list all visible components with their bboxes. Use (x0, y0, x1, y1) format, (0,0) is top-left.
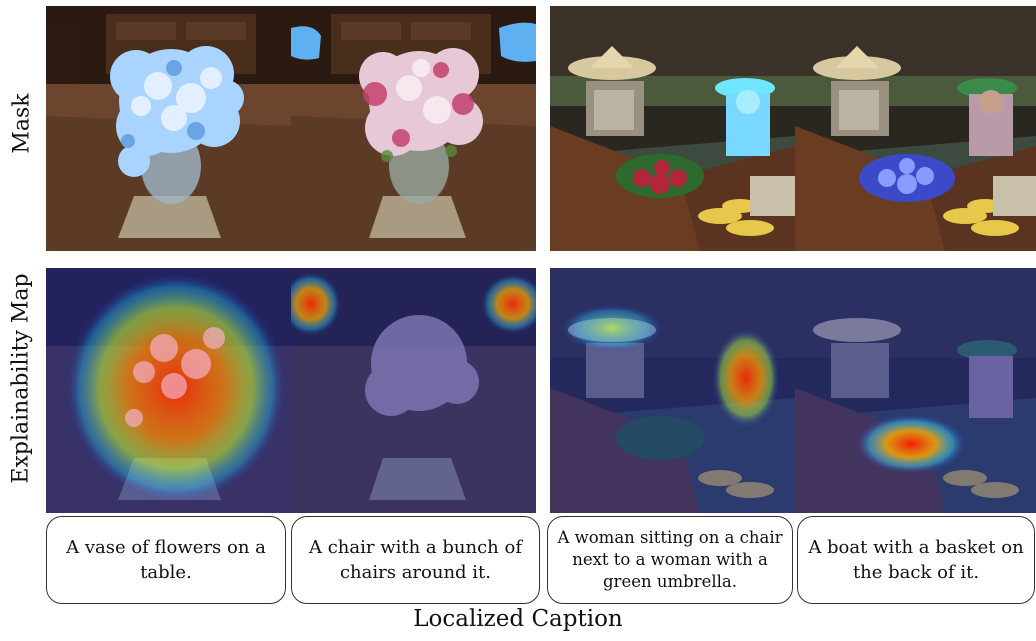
explainability-map-chair (291, 268, 536, 513)
caption-box-2: A chair with a bunch of chairs around it… (291, 516, 540, 604)
mask-image-boat-basket (795, 6, 1036, 251)
row-label-explainability-map: Explainability Map (8, 273, 34, 484)
mask-image-woman (550, 6, 795, 251)
caption-text-4: A boat with a basket on the back of it. (808, 536, 1024, 583)
caption-box-1: A vase of flowers on a table. (46, 516, 286, 604)
mask-image-chair (291, 6, 536, 251)
explainability-map-vase (46, 268, 291, 513)
caption-text-2: A chair with a bunch of chairs around it… (309, 536, 522, 583)
mask-image-vase (46, 6, 291, 251)
explainability-map-woman (550, 268, 795, 513)
explainability-map-boat-basket (795, 268, 1036, 513)
caption-box-3: A woman sitting on a chair next to a wom… (547, 516, 793, 604)
row-label-mask: Mask (9, 93, 35, 154)
caption-box-4: A boat with a basket on the back of it. (797, 516, 1035, 604)
caption-text-3: A woman sitting on a chair next to a wom… (557, 528, 783, 591)
footer-label: Localized Caption (413, 606, 623, 632)
caption-text-1: A vase of flowers on a table. (66, 536, 266, 583)
